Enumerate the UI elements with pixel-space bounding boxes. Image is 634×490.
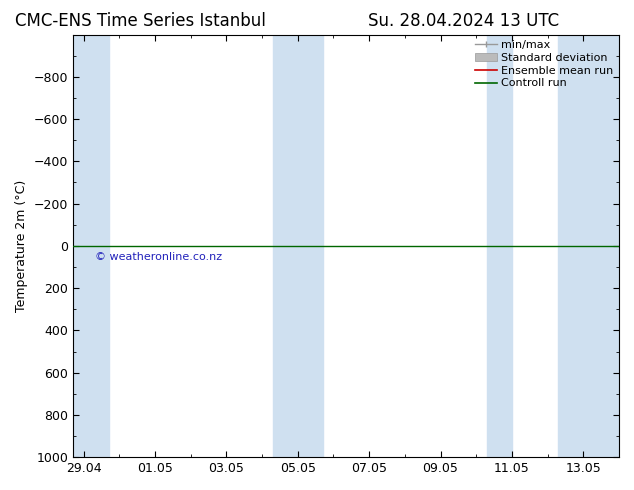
Bar bbox=[487, 35, 512, 457]
Y-axis label: Temperature 2m (°C): Temperature 2m (°C) bbox=[15, 180, 28, 312]
Text: © weatheronline.co.nz: © weatheronline.co.nz bbox=[94, 252, 222, 262]
Text: CMC-ENS Time Series Istanbul: CMC-ENS Time Series Istanbul bbox=[15, 12, 266, 30]
Text: Su. 28.04.2024 13 UTC: Su. 28.04.2024 13 UTC bbox=[368, 12, 559, 30]
Bar bbox=[73, 35, 108, 457]
Bar bbox=[559, 35, 619, 457]
Bar bbox=[273, 35, 298, 457]
Legend: min/max, Standard deviation, Ensemble mean run, Controll run: min/max, Standard deviation, Ensemble me… bbox=[472, 38, 616, 91]
Bar bbox=[298, 35, 323, 457]
